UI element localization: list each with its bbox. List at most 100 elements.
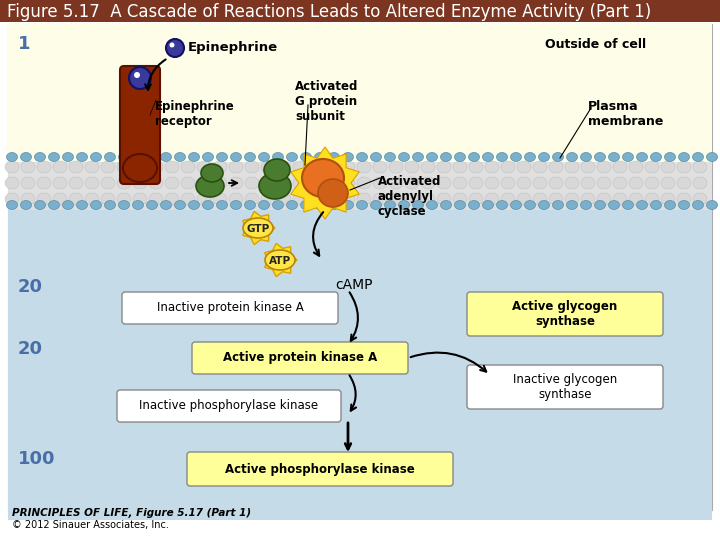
Ellipse shape — [309, 193, 323, 205]
Ellipse shape — [565, 177, 579, 189]
Ellipse shape — [469, 152, 480, 161]
FancyBboxPatch shape — [467, 292, 663, 336]
Text: Epinephrine
receptor: Epinephrine receptor — [155, 100, 235, 128]
Ellipse shape — [356, 152, 367, 161]
Ellipse shape — [287, 152, 297, 161]
Ellipse shape — [371, 200, 382, 210]
Ellipse shape — [76, 200, 88, 210]
Ellipse shape — [501, 177, 515, 189]
Ellipse shape — [552, 200, 564, 210]
Text: Inactive phosphorylase kinase: Inactive phosphorylase kinase — [140, 400, 318, 413]
Ellipse shape — [85, 193, 99, 205]
FancyBboxPatch shape — [0, 0, 720, 22]
FancyBboxPatch shape — [8, 162, 712, 210]
Ellipse shape — [258, 200, 269, 210]
Ellipse shape — [132, 152, 143, 161]
Ellipse shape — [63, 152, 73, 161]
Ellipse shape — [693, 193, 707, 205]
Ellipse shape — [293, 177, 307, 189]
Ellipse shape — [371, 152, 382, 161]
Circle shape — [129, 67, 151, 89]
Ellipse shape — [565, 193, 579, 205]
Ellipse shape — [189, 200, 199, 210]
Text: Active glycogen
synthase: Active glycogen synthase — [513, 300, 618, 328]
Ellipse shape — [35, 200, 45, 210]
Ellipse shape — [581, 193, 595, 205]
Ellipse shape — [389, 177, 403, 189]
Ellipse shape — [6, 200, 17, 210]
Ellipse shape — [101, 177, 115, 189]
Ellipse shape — [405, 161, 419, 173]
Ellipse shape — [300, 200, 312, 210]
Ellipse shape — [343, 200, 354, 210]
Ellipse shape — [277, 193, 291, 205]
Ellipse shape — [35, 152, 45, 161]
Ellipse shape — [485, 161, 499, 173]
Ellipse shape — [202, 200, 214, 210]
Ellipse shape — [196, 175, 224, 197]
Text: Active protein kinase A: Active protein kinase A — [223, 352, 377, 365]
Ellipse shape — [132, 200, 143, 210]
Ellipse shape — [6, 152, 17, 161]
Ellipse shape — [389, 161, 403, 173]
FancyBboxPatch shape — [120, 66, 160, 184]
Text: 100: 100 — [18, 450, 55, 468]
Ellipse shape — [678, 200, 690, 210]
Ellipse shape — [549, 161, 563, 173]
Ellipse shape — [149, 193, 163, 205]
Ellipse shape — [384, 200, 395, 210]
Ellipse shape — [549, 177, 563, 189]
Ellipse shape — [454, 152, 466, 161]
Ellipse shape — [197, 161, 211, 173]
Ellipse shape — [693, 152, 703, 161]
Ellipse shape — [517, 161, 531, 173]
Ellipse shape — [261, 193, 275, 205]
Text: 20: 20 — [18, 340, 43, 358]
Ellipse shape — [21, 161, 35, 173]
Ellipse shape — [661, 177, 675, 189]
Ellipse shape — [37, 177, 51, 189]
Ellipse shape — [453, 161, 467, 173]
Ellipse shape — [539, 200, 549, 210]
Ellipse shape — [119, 200, 130, 210]
Ellipse shape — [48, 200, 60, 210]
Ellipse shape — [539, 152, 549, 161]
Ellipse shape — [524, 200, 536, 210]
Ellipse shape — [53, 177, 67, 189]
Ellipse shape — [497, 152, 508, 161]
Ellipse shape — [613, 177, 627, 189]
Ellipse shape — [629, 161, 643, 173]
Text: Plasma
membrane: Plasma membrane — [588, 100, 663, 128]
Ellipse shape — [229, 161, 243, 173]
Ellipse shape — [405, 193, 419, 205]
Ellipse shape — [21, 193, 35, 205]
Ellipse shape — [5, 161, 19, 173]
Ellipse shape — [101, 193, 115, 205]
Ellipse shape — [693, 161, 707, 173]
FancyBboxPatch shape — [8, 24, 712, 176]
Ellipse shape — [20, 152, 32, 161]
Polygon shape — [291, 147, 359, 219]
Ellipse shape — [677, 193, 691, 205]
Ellipse shape — [325, 177, 339, 189]
Ellipse shape — [580, 152, 592, 161]
Ellipse shape — [623, 152, 634, 161]
Ellipse shape — [384, 152, 395, 161]
Ellipse shape — [677, 161, 691, 173]
Ellipse shape — [293, 193, 307, 205]
Ellipse shape — [230, 200, 241, 210]
Circle shape — [169, 43, 174, 48]
Ellipse shape — [161, 200, 171, 210]
Ellipse shape — [524, 152, 536, 161]
Ellipse shape — [661, 161, 675, 173]
Ellipse shape — [325, 193, 339, 205]
Ellipse shape — [309, 161, 323, 173]
Ellipse shape — [133, 177, 147, 189]
Ellipse shape — [174, 152, 186, 161]
Ellipse shape — [315, 152, 325, 161]
Polygon shape — [265, 244, 297, 276]
Ellipse shape — [357, 177, 371, 189]
Ellipse shape — [259, 173, 291, 199]
Ellipse shape — [328, 152, 340, 161]
Ellipse shape — [469, 177, 483, 189]
